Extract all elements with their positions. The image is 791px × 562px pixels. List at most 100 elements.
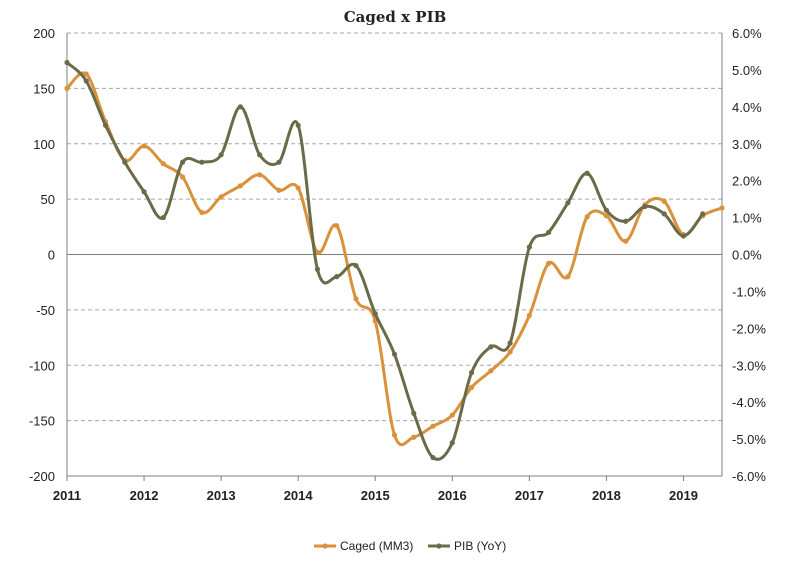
data-point-pib	[565, 200, 571, 206]
data-point-pib	[546, 229, 552, 235]
data-point-caged	[64, 85, 70, 91]
data-point-caged	[411, 434, 417, 440]
right-tick-label: -1.0%	[732, 284, 766, 299]
x-tick-label: 2018	[592, 488, 621, 503]
left-axis-ticks: 200 150 100 50 0 -50 -100 -150 -200	[29, 26, 55, 484]
data-point-pib	[391, 351, 398, 357]
x-axis-ticks: 2011 2012 2013 2014 2015 2016 2017 2018 2019	[53, 476, 698, 503]
data-point-caged	[391, 432, 398, 438]
data-point-pib	[603, 207, 610, 213]
data-point-pib	[160, 214, 166, 221]
data-point-pib	[334, 274, 340, 280]
series-line-pib	[65, 61, 705, 461]
data-point-caged	[179, 174, 186, 180]
data-point-caged	[526, 312, 532, 319]
legend-label-caged: Caged (MM3)	[340, 539, 413, 553]
data-point-pib	[314, 266, 321, 272]
right-tick-label: -2.0%	[732, 321, 766, 336]
data-point-caged	[661, 198, 667, 204]
data-point-pib	[680, 233, 687, 239]
legend-item-caged: Caged (MM3)	[314, 539, 413, 553]
data-point-caged	[507, 349, 513, 355]
data-point-caged	[468, 384, 475, 390]
right-tick-label: 5.0%	[732, 63, 762, 78]
left-tick-label: 100	[33, 137, 55, 152]
data-point-caged	[584, 214, 590, 220]
left-tick-label: 150	[33, 81, 55, 96]
data-point-pib	[141, 189, 147, 195]
data-point-caged	[719, 205, 725, 211]
data-point-caged	[353, 296, 359, 302]
data-point-pib	[353, 262, 359, 269]
data-point-caged	[449, 412, 455, 418]
data-point-caged	[276, 187, 282, 193]
data-point-pib	[64, 59, 70, 66]
data-point-caged	[237, 183, 243, 189]
left-tick-label: 50	[41, 192, 55, 207]
x-tick-label: 2014	[284, 488, 314, 503]
data-point-caged	[295, 185, 301, 191]
data-point-caged	[623, 238, 629, 244]
right-tick-label: 3.0%	[732, 137, 762, 152]
data-point-pib	[199, 159, 205, 165]
data-point-pib	[102, 122, 109, 128]
right-tick-label: -4.0%	[732, 395, 766, 410]
series-line-caged	[65, 71, 724, 447]
right-tick-label: -6.0%	[732, 469, 766, 484]
data-point-pib	[623, 218, 629, 224]
right-tick-label: 6.0%	[732, 26, 762, 41]
data-point-pib	[526, 244, 532, 250]
data-point-pib	[295, 122, 301, 128]
right-axis-ticks: 6.0% 5.0% 4.0% 3.0% 2.0% 1.0% 0.0% -1.0% -2.0% -3…	[732, 26, 766, 484]
x-tick-label: 2016	[438, 488, 467, 503]
left-tick-label: -150	[29, 414, 55, 429]
data-point-pib	[700, 211, 706, 217]
data-point-caged	[160, 161, 166, 167]
data-point-caged	[141, 143, 147, 149]
left-tick-label: -200	[29, 469, 55, 484]
data-point-pib	[218, 152, 224, 158]
series	[64, 59, 725, 461]
data-point-pib	[257, 152, 263, 158]
x-tick-label: 2012	[130, 488, 159, 503]
x-tick-label: 2013	[207, 488, 236, 503]
legend: Caged (MM3) PIB (YoY)	[314, 539, 506, 553]
legend-marker-pib	[436, 543, 442, 549]
data-point-caged	[430, 423, 436, 429]
data-point-caged	[546, 260, 552, 266]
data-point-pib	[507, 340, 513, 346]
axes	[66, 33, 723, 477]
data-point-pib	[449, 440, 455, 446]
data-point-pib	[122, 159, 128, 165]
left-tick-label: -100	[29, 358, 55, 373]
right-tick-label: 1.0%	[732, 211, 762, 226]
right-tick-label: -3.0%	[732, 358, 766, 373]
data-point-pib	[661, 211, 667, 217]
right-tick-label: 4.0%	[732, 100, 762, 115]
x-tick-label: 2015	[361, 488, 390, 503]
x-tick-label: 2011	[53, 488, 81, 503]
right-tick-label: 2.0%	[732, 174, 762, 189]
data-point-pib	[468, 370, 475, 376]
legend-label-pib: PIB (YoY)	[454, 539, 506, 553]
left-tick-label: 0	[48, 248, 55, 263]
data-point-caged	[218, 194, 224, 200]
legend-item-pib: PIB (YoY)	[428, 539, 506, 553]
data-point-pib	[642, 203, 648, 210]
data-point-pib	[411, 410, 417, 416]
data-point-pib	[237, 104, 243, 110]
data-point-caged	[334, 223, 340, 229]
data-point-caged	[257, 172, 263, 178]
data-point-caged	[488, 368, 494, 374]
left-tick-label: -50	[36, 303, 55, 318]
x-tick-label: 2017	[515, 488, 544, 503]
chart-title: Caged x PIB	[344, 8, 447, 26]
data-point-caged	[83, 71, 89, 77]
data-point-caged	[603, 213, 610, 219]
data-point-caged	[199, 209, 205, 216]
data-point-pib	[179, 159, 186, 165]
right-tick-label: 0.0%	[732, 248, 762, 263]
right-tick-label: -5.0%	[732, 432, 766, 447]
data-point-pib	[372, 310, 378, 317]
